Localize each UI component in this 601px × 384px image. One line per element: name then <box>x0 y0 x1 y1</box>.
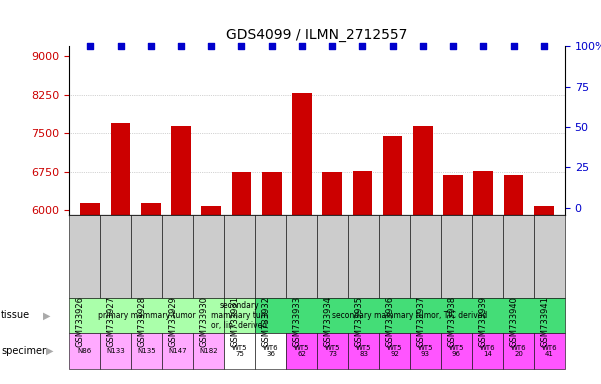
Text: tissue: tissue <box>1 310 30 321</box>
Text: WT5
92: WT5 92 <box>387 345 402 357</box>
Text: WT6
20: WT6 20 <box>511 345 526 357</box>
Bar <box>383 136 403 384</box>
Point <box>146 43 156 49</box>
Text: N86: N86 <box>78 348 92 354</box>
Text: WT5
96: WT5 96 <box>449 345 464 357</box>
Text: GSM733935: GSM733935 <box>355 296 364 347</box>
Title: GDS4099 / ILMN_2712557: GDS4099 / ILMN_2712557 <box>227 28 407 42</box>
Text: ▶: ▶ <box>46 346 53 356</box>
Bar <box>262 172 281 384</box>
Text: WT6
14: WT6 14 <box>480 345 495 357</box>
Text: specimen: specimen <box>1 346 49 356</box>
Point <box>85 43 95 49</box>
Point <box>297 43 307 49</box>
Point <box>206 43 216 49</box>
Point <box>176 43 186 49</box>
Text: WT5
62: WT5 62 <box>294 345 310 357</box>
Text: N135: N135 <box>137 348 156 354</box>
Bar <box>444 175 463 384</box>
Text: GSM733931: GSM733931 <box>231 296 240 347</box>
Bar <box>141 203 160 384</box>
Point <box>358 43 367 49</box>
Text: GSM733932: GSM733932 <box>261 296 270 347</box>
Text: WT5
83: WT5 83 <box>356 345 371 357</box>
Bar <box>81 203 100 384</box>
Text: ▶: ▶ <box>43 310 50 321</box>
Bar <box>171 126 191 384</box>
Point <box>418 43 428 49</box>
Text: GSM733930: GSM733930 <box>200 296 209 347</box>
Bar <box>292 93 312 384</box>
Bar <box>534 206 554 384</box>
Text: primary mammary tumor: primary mammary tumor <box>98 311 195 320</box>
Bar <box>353 171 372 384</box>
Point <box>508 43 518 49</box>
Text: GSM733940: GSM733940 <box>510 296 519 346</box>
Text: WT5
93: WT5 93 <box>418 345 433 357</box>
Text: N147: N147 <box>168 348 187 354</box>
Point <box>448 43 458 49</box>
Text: WT6
36: WT6 36 <box>263 345 278 357</box>
Bar <box>474 171 493 384</box>
Text: N182: N182 <box>200 348 218 354</box>
Point <box>478 43 488 49</box>
Point <box>237 43 246 49</box>
Text: GSM733936: GSM733936 <box>385 296 394 347</box>
Text: GSM733933: GSM733933 <box>293 296 302 347</box>
Text: GSM733941: GSM733941 <box>540 296 549 346</box>
Bar <box>201 206 221 384</box>
Bar <box>322 172 342 384</box>
Text: secondary mammary tumor, TIC derived: secondary mammary tumor, TIC derived <box>332 311 487 320</box>
Text: secondary
mammary tum
or, lin- derived: secondary mammary tum or, lin- derived <box>211 301 268 330</box>
Bar <box>231 172 251 384</box>
Text: WT5
75: WT5 75 <box>232 345 247 357</box>
Text: GSM733934: GSM733934 <box>323 296 332 347</box>
Text: WT5
73: WT5 73 <box>325 345 340 357</box>
Text: GSM733938: GSM733938 <box>448 296 457 347</box>
Point <box>267 43 276 49</box>
Point <box>388 43 397 49</box>
Point <box>328 43 337 49</box>
Text: GSM733927: GSM733927 <box>106 296 115 347</box>
Text: WT6
41: WT6 41 <box>542 345 557 357</box>
Text: GSM733928: GSM733928 <box>138 296 147 347</box>
Text: GSM733929: GSM733929 <box>168 296 177 346</box>
Point <box>539 43 549 49</box>
Bar <box>111 123 130 384</box>
Text: GSM733926: GSM733926 <box>76 296 85 347</box>
Text: GSM733937: GSM733937 <box>416 296 426 347</box>
Bar <box>504 175 523 384</box>
Text: GSM733939: GSM733939 <box>478 296 487 347</box>
Point <box>116 43 126 49</box>
Bar <box>413 126 433 384</box>
Text: N133: N133 <box>106 348 125 354</box>
